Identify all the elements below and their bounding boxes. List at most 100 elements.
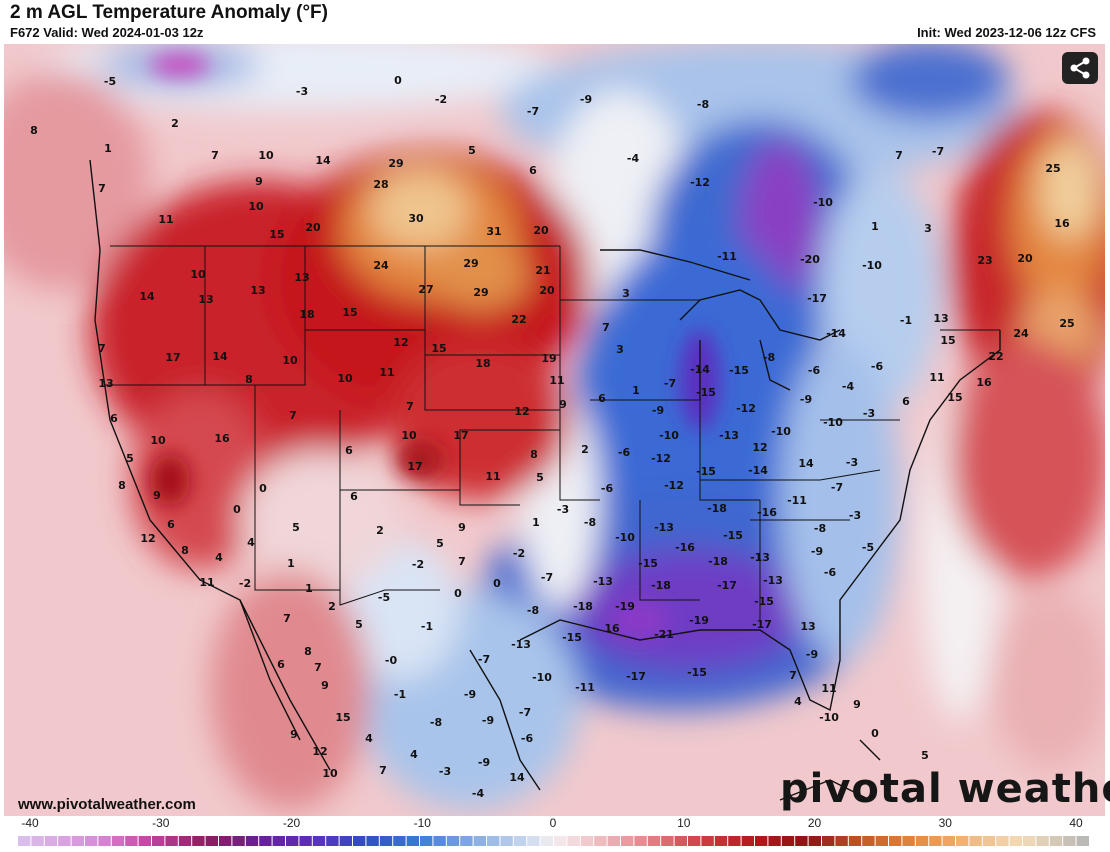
anomaly-value-label: 13: [98, 377, 113, 390]
colorbar-swatch: [647, 836, 661, 846]
anomaly-value-label: -3: [863, 407, 875, 420]
anomaly-value-label: 7: [211, 149, 219, 162]
anomaly-value-label: 28: [373, 178, 388, 191]
anomaly-value-label: 10: [190, 268, 206, 281]
anomaly-value-label: -9: [482, 714, 494, 727]
colorbar-swatch: [192, 836, 205, 846]
anomaly-value-label: -14: [748, 464, 768, 477]
anomaly-value-label: 2: [328, 600, 336, 613]
colorbar-swatch: [366, 836, 379, 846]
anomaly-value-label: -4: [842, 380, 855, 393]
share-button[interactable]: [1062, 52, 1098, 84]
anomaly-value-label: 0: [233, 503, 241, 516]
share-icon: [1070, 57, 1090, 79]
anomaly-value-label: 9: [290, 728, 298, 741]
anomaly-value-label: -1: [421, 620, 433, 633]
anomaly-value-label: 18: [299, 308, 314, 321]
anomaly-value-label: 6: [902, 395, 910, 408]
anomaly-value-label: 31: [486, 225, 501, 238]
anomaly-value-label: -12: [651, 452, 671, 465]
colorbar-swatch: [688, 836, 701, 846]
anomaly-value-label: -2: [239, 577, 251, 590]
anomaly-value-label: 29: [473, 286, 488, 299]
anomaly-value-label: -12: [736, 402, 756, 415]
colorbar-swatch: [580, 836, 594, 846]
colorbar-swatch: [808, 836, 821, 846]
colorbar-swatch: [85, 836, 98, 846]
anomaly-value-label: 6: [598, 392, 606, 405]
anomaly-value-label: -3: [439, 765, 451, 778]
anomaly-value-label: -7: [541, 571, 553, 584]
colorbar-swatch: [929, 836, 942, 846]
anomaly-value-label: 6: [277, 658, 285, 671]
anomaly-value-label: -15: [696, 386, 716, 399]
colorbar-tick-label: 40: [1069, 816, 1083, 830]
coastlines: [89, 159, 1001, 801]
anomaly-value-label: -1: [900, 314, 912, 327]
anomaly-value-label: 1: [104, 142, 112, 155]
anomaly-value-label: 13: [198, 293, 213, 306]
anomaly-value-label: -8: [584, 516, 596, 529]
anomaly-value-label: 16: [1054, 217, 1070, 230]
colorbar-swatch: [915, 836, 929, 846]
anomaly-value-label: 20: [539, 284, 555, 297]
anomaly-value-label: 10: [282, 354, 298, 367]
anomaly-value-label: 12: [514, 405, 529, 418]
colorbar-swatch: [111, 836, 125, 846]
anomaly-value-label: -9: [800, 393, 812, 406]
anomaly-value-label: -15: [687, 666, 707, 679]
colorbar-swatch: [996, 836, 1009, 846]
anomaly-value-label: -7: [831, 481, 843, 494]
colorbar-swatch: [728, 836, 741, 846]
anomaly-value-label: -13: [719, 429, 739, 442]
anomaly-value-label: 13: [250, 284, 265, 297]
colorbar-swatch: [71, 836, 84, 846]
anomaly-value-label: 23: [977, 254, 992, 267]
anomaly-value-label: 22: [988, 350, 1003, 363]
anomaly-value-label: -7: [478, 653, 490, 666]
anomaly-value-label: -5: [862, 541, 874, 554]
colorbar-swatch: [500, 836, 513, 846]
colorbar-tick-label: -40: [21, 816, 39, 830]
colorbar-swatch: [406, 836, 419, 846]
anomaly-value-label: 19: [541, 352, 556, 365]
anomaly-value-label: -11: [575, 681, 595, 694]
anomaly-value-label: -15: [638, 557, 658, 570]
anomaly-value-label: 5: [436, 537, 444, 550]
colorbar-swatch: [31, 836, 44, 846]
anomaly-value-label: 8: [118, 479, 126, 492]
anomaly-value-label: -6: [521, 732, 534, 745]
colorbar-swatch: [98, 836, 111, 846]
anomaly-value-label: 7: [98, 182, 106, 195]
anomaly-value-label: 5: [468, 144, 476, 157]
anomaly-value-label: 11: [549, 374, 564, 387]
anomaly-value-label: -8: [814, 522, 826, 535]
colorbar-swatch: [902, 836, 915, 846]
colorbar-swatch: [956, 836, 969, 846]
anomaly-value-label: -18: [708, 555, 728, 568]
anomaly-value-label: -9: [806, 648, 818, 661]
anomaly-value-label: 12: [312, 745, 327, 758]
colorbar-swatch: [741, 836, 754, 846]
anomaly-value-label: -10: [659, 429, 679, 442]
colorbar-swatch: [138, 836, 151, 846]
colorbar-swatch: [1076, 836, 1089, 846]
anomaly-value-label: -5: [378, 591, 390, 604]
anomaly-value-label: 8: [530, 448, 538, 461]
anomaly-value-label: -10: [823, 416, 843, 429]
anomaly-value-label: 4: [365, 732, 373, 745]
colorbar-swatch: [607, 836, 620, 846]
anomaly-map[interactable]: -5 0 -3 -2 -9 -8 -7 2 8 1 7 10 14 29 5 6 -4 -7 7 25 7 9 28 -12 1…: [4, 44, 1105, 816]
anomaly-value-label: 4: [247, 536, 255, 549]
colorbar-ticks: -40 -30 -20 -10 0 10 20 30 40: [0, 816, 1110, 834]
anomaly-value-label: 0: [259, 482, 267, 495]
anomaly-value-label: -4: [472, 787, 485, 800]
anomaly-value-label: -9: [811, 545, 823, 558]
colorbar-swatch: [701, 836, 714, 846]
anomaly-value-label: 16: [214, 432, 230, 445]
anomaly-value-label: 9: [321, 679, 329, 692]
anomaly-value-label: 11: [379, 366, 394, 379]
anomaly-value-label: -7: [527, 105, 539, 118]
anomaly-value-label: 6: [345, 444, 353, 457]
anomaly-value-label: -12: [690, 176, 710, 189]
